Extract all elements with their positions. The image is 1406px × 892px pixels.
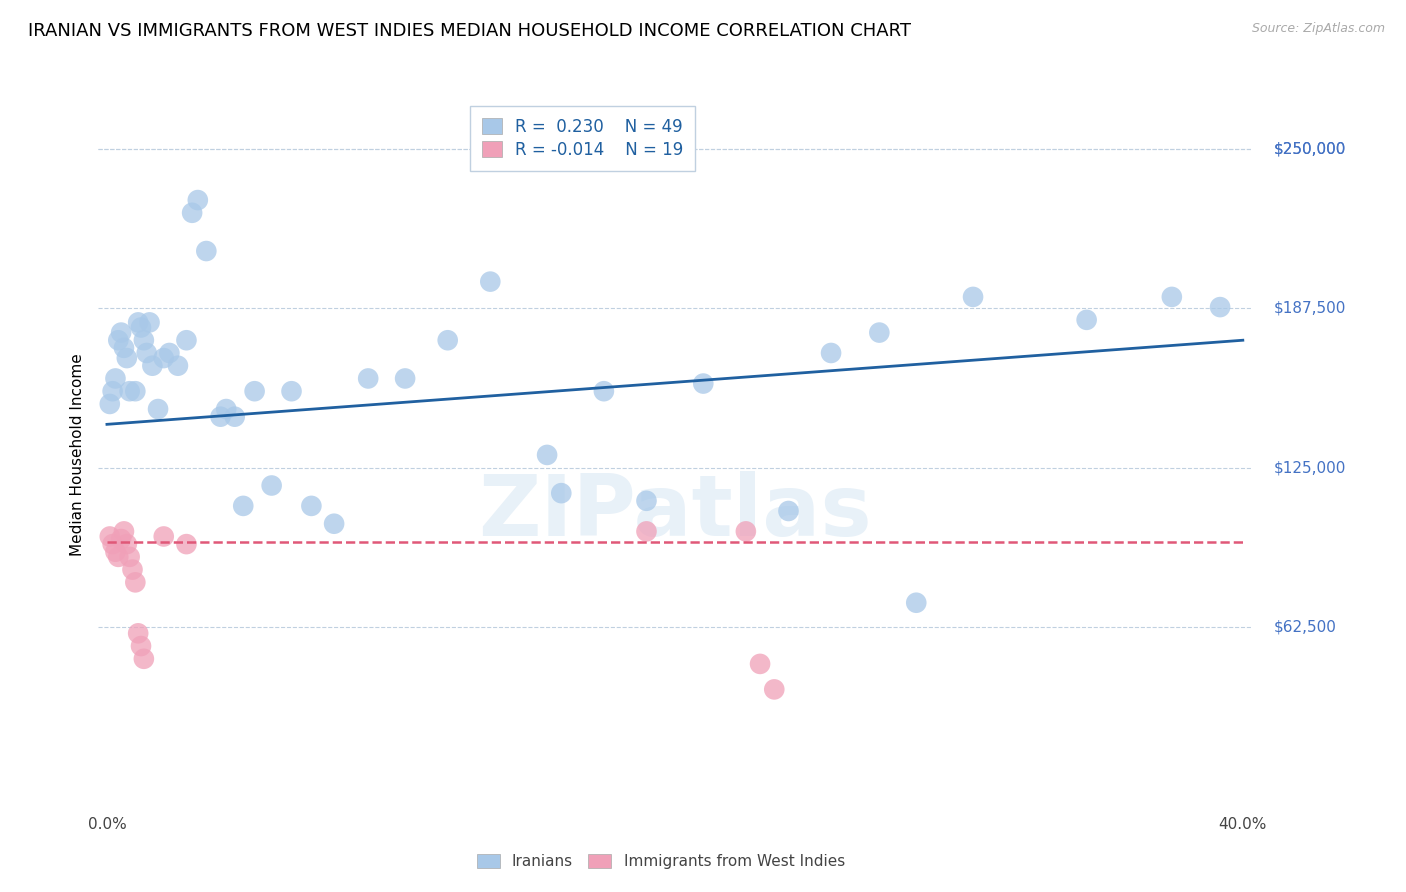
Point	[1160, 290, 1182, 304]
Point	[118, 384, 141, 399]
Point	[181, 206, 204, 220]
Text: $250,000: $250,000	[1274, 142, 1347, 157]
Point	[734, 524, 756, 539]
Point	[224, 409, 246, 424]
Point	[129, 320, 152, 334]
Text: Source: ZipAtlas.com: Source: ZipAtlas.com	[1251, 22, 1385, 36]
Point	[132, 333, 155, 347]
Point	[129, 639, 152, 653]
Text: IRANIAN VS IMMIGRANTS FROM WEST INDIES MEDIAN HOUSEHOLD INCOME CORRELATION CHART: IRANIAN VS IMMIGRANTS FROM WEST INDIES M…	[28, 22, 911, 40]
Point	[536, 448, 558, 462]
Point	[323, 516, 346, 531]
Point	[593, 384, 616, 399]
Point	[152, 529, 174, 543]
Point	[763, 682, 786, 697]
Point	[112, 341, 135, 355]
Point	[121, 563, 143, 577]
Point	[98, 529, 121, 543]
Point	[299, 499, 322, 513]
Legend: Iranians, Immigrants from West Indies: Iranians, Immigrants from West Indies	[471, 847, 851, 875]
Point	[357, 371, 380, 385]
Point	[215, 402, 238, 417]
Point	[101, 384, 124, 399]
Text: $250,000: $250,000	[1274, 142, 1347, 157]
Point	[962, 290, 984, 304]
Point	[820, 346, 842, 360]
Point	[749, 657, 772, 671]
Text: $187,500: $187,500	[1274, 301, 1347, 316]
Point	[124, 575, 146, 590]
Point	[107, 549, 129, 564]
Point	[127, 626, 149, 640]
Point	[115, 537, 138, 551]
Point	[232, 499, 254, 513]
Point	[146, 402, 169, 417]
Point	[110, 532, 132, 546]
Point	[107, 333, 129, 347]
Point	[778, 504, 800, 518]
Point	[479, 275, 502, 289]
Legend: R =  0.230    N = 49, R = -0.014    N = 19: R = 0.230 N = 49, R = -0.014 N = 19	[470, 106, 695, 170]
Point	[243, 384, 266, 399]
Point	[124, 384, 146, 399]
Point	[141, 359, 163, 373]
Point	[176, 333, 198, 347]
Point	[636, 524, 658, 539]
Point	[868, 326, 890, 340]
Point	[167, 359, 190, 373]
Point	[157, 346, 180, 360]
Point	[112, 524, 135, 539]
Point	[195, 244, 218, 258]
Point	[176, 537, 198, 551]
Point	[104, 371, 127, 385]
Y-axis label: Median Household Income: Median Household Income	[69, 353, 84, 557]
Point	[101, 537, 124, 551]
Point	[1076, 313, 1098, 327]
Text: $62,500: $62,500	[1274, 619, 1337, 634]
Point	[187, 193, 209, 207]
Point	[280, 384, 302, 399]
Point	[98, 397, 121, 411]
Text: $125,000: $125,000	[1274, 460, 1347, 475]
Point	[636, 493, 658, 508]
Point	[127, 315, 149, 329]
Point	[550, 486, 572, 500]
Point	[692, 376, 714, 391]
Text: ZIPatlas: ZIPatlas	[478, 470, 872, 554]
Point	[135, 346, 157, 360]
Point	[209, 409, 232, 424]
Point	[436, 333, 458, 347]
Point	[152, 351, 174, 365]
Point	[138, 315, 160, 329]
Point	[132, 652, 155, 666]
Point	[905, 596, 928, 610]
Point	[110, 326, 132, 340]
Point	[260, 478, 283, 492]
Point	[115, 351, 138, 365]
Point	[118, 549, 141, 564]
Point	[394, 371, 416, 385]
Point	[1209, 300, 1232, 314]
Point	[104, 545, 127, 559]
